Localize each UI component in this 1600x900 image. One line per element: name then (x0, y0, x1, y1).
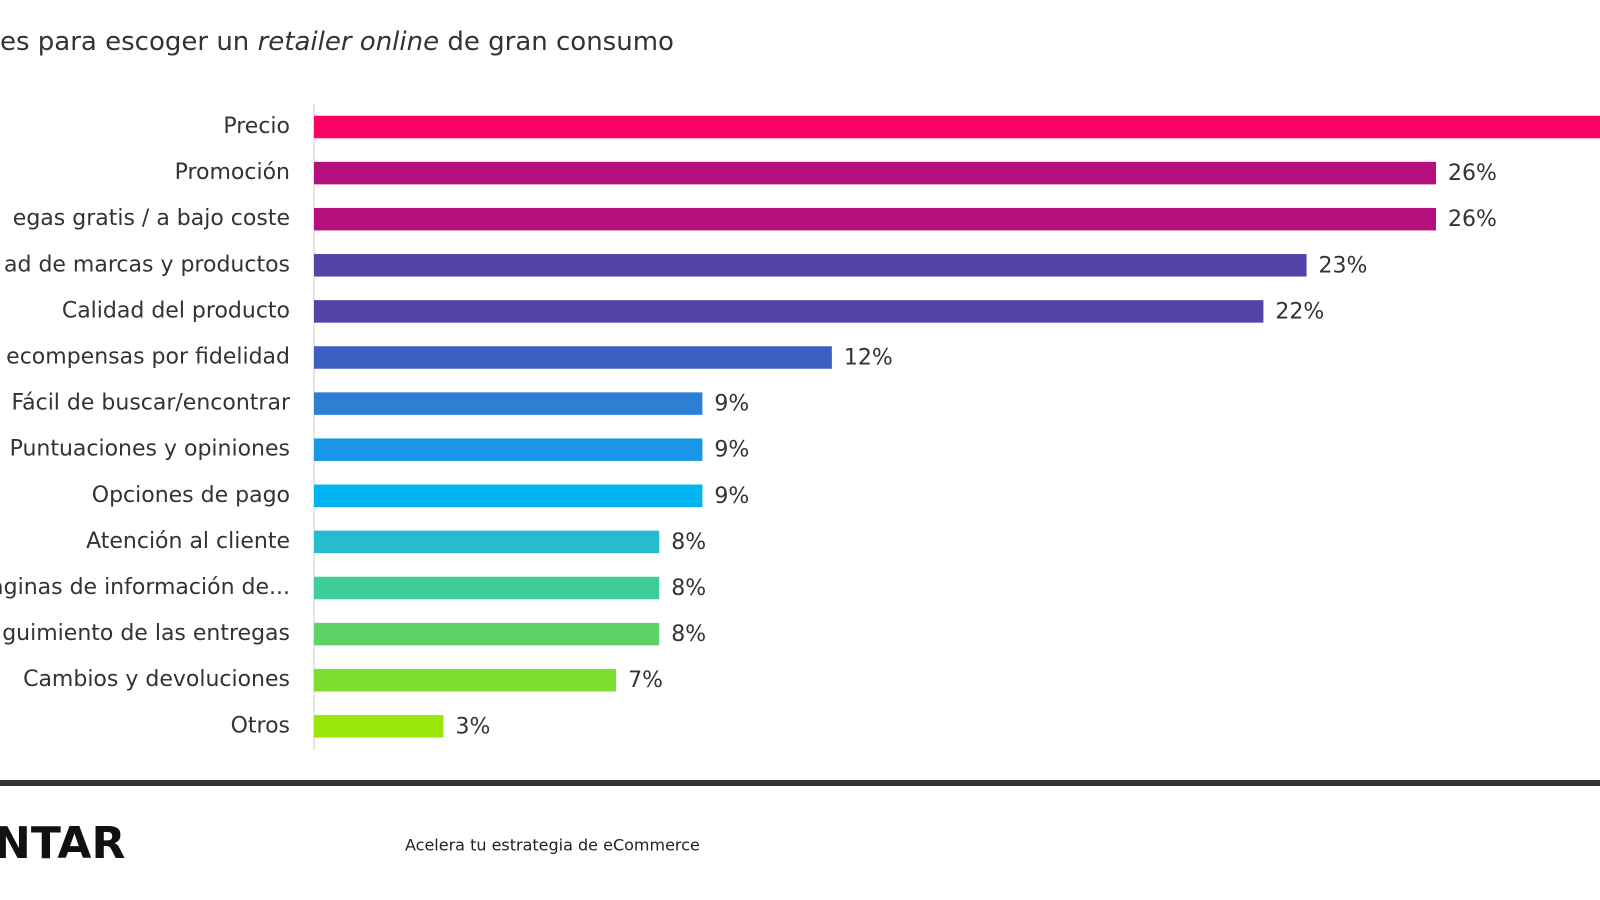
category-label: Otros (231, 713, 290, 738)
value-label: 8% (671, 576, 706, 601)
bar (314, 530, 660, 554)
bar (314, 161, 1437, 185)
category-label: Promoción (175, 160, 290, 185)
bar (314, 668, 617, 692)
bar (314, 715, 444, 738)
category-label: Cambios y devoluciones (23, 667, 290, 692)
value-label: 8% (671, 530, 706, 555)
value-label: 3% (455, 714, 490, 739)
footer-rule (0, 780, 1600, 786)
value-label: 9% (714, 392, 749, 417)
value-label: 7% (628, 668, 663, 693)
chart-title: es para escoger un retailer online de gr… (0, 27, 674, 57)
bar (314, 207, 1437, 231)
title-part: retailer (258, 27, 354, 57)
title-part: es para escoger un (0, 27, 249, 57)
bar (314, 346, 832, 369)
bar (314, 254, 1307, 277)
category-label: Fácil de buscar/encontrar (11, 391, 290, 416)
category-label: Precio (223, 114, 290, 139)
title-part: de gran consumo (447, 27, 674, 57)
bar (314, 438, 703, 461)
title-part: online (360, 27, 439, 57)
category-label: Puntuaciones y opiniones (10, 437, 290, 462)
category-label: Atención al cliente (86, 529, 290, 554)
category-label: Calidad del producto (62, 298, 290, 323)
value-label: 8% (671, 622, 706, 647)
category-label: ecompensas por fidelidad (6, 345, 290, 370)
value-label: 26% (1448, 161, 1497, 186)
category-label: ad de marcas y productos (4, 252, 290, 277)
bar (314, 576, 660, 600)
bar (314, 392, 703, 415)
value-label: 22% (1275, 299, 1324, 324)
category-label: áginas de información de... (0, 575, 290, 600)
logo: NTAR (0, 818, 125, 869)
bar (314, 484, 703, 508)
value-label: 26% (1448, 207, 1497, 232)
bar (314, 115, 1600, 139)
bar (314, 622, 660, 646)
tagline: Acelera tu estrategia de eCommerce (405, 836, 700, 855)
value-label: 23% (1319, 253, 1368, 278)
bar (314, 300, 1264, 323)
value-label: 9% (714, 484, 749, 509)
value-label: 12% (844, 346, 893, 371)
category-label: egas gratis / a bajo coste (13, 206, 290, 231)
category-label: guimiento de las entregas (2, 621, 290, 646)
value-label: 9% (714, 438, 749, 463)
category-label: Opciones de pago (92, 483, 290, 508)
